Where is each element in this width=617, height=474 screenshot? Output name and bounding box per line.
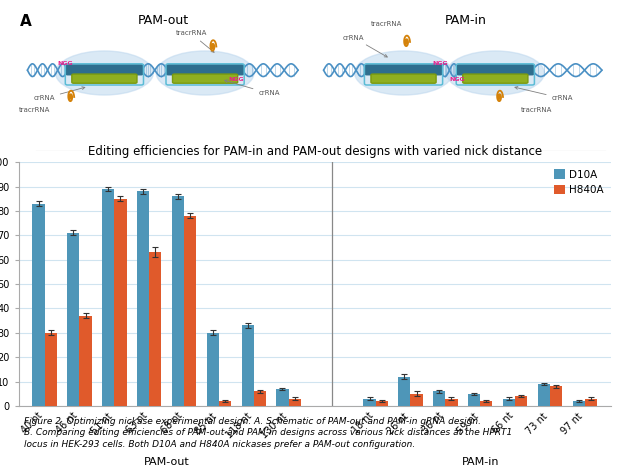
- FancyBboxPatch shape: [371, 74, 436, 83]
- Bar: [480, 401, 492, 406]
- Text: PAM-in: PAM-in: [462, 457, 499, 467]
- Bar: [219, 401, 231, 406]
- Bar: [376, 401, 388, 406]
- Bar: [137, 191, 149, 406]
- Text: Figure 2. Optimizing nickase experimental design. A. Schematic of PAM-out and PA: Figure 2. Optimizing nickase experimenta…: [25, 417, 513, 449]
- Text: crRNA: crRNA: [33, 87, 85, 101]
- Bar: [114, 199, 126, 406]
- Bar: [67, 233, 80, 406]
- Bar: [241, 326, 254, 406]
- FancyBboxPatch shape: [72, 74, 137, 83]
- Text: crRNA: crRNA: [515, 87, 573, 101]
- Bar: [410, 394, 423, 406]
- Bar: [550, 386, 562, 406]
- Text: crRNA: crRNA: [343, 35, 387, 57]
- Bar: [515, 396, 527, 406]
- Bar: [289, 399, 300, 406]
- Text: PAM-out: PAM-out: [144, 457, 189, 467]
- Bar: [33, 204, 44, 406]
- Bar: [276, 389, 289, 406]
- Text: tracrRNA: tracrRNA: [19, 107, 50, 113]
- Bar: [44, 333, 57, 406]
- Ellipse shape: [156, 51, 254, 95]
- Bar: [445, 399, 458, 406]
- Bar: [399, 377, 410, 406]
- Text: NGG: NGG: [229, 77, 244, 82]
- Bar: [573, 401, 585, 406]
- Ellipse shape: [56, 51, 153, 95]
- Text: tracrRNA: tracrRNA: [175, 30, 214, 52]
- Text: NGG: NGG: [450, 77, 465, 82]
- Bar: [102, 189, 114, 406]
- Bar: [254, 392, 266, 406]
- Bar: [503, 399, 515, 406]
- Bar: [363, 399, 376, 406]
- FancyBboxPatch shape: [167, 65, 244, 75]
- Text: crRNA: crRNA: [225, 80, 280, 97]
- Bar: [184, 216, 196, 406]
- Bar: [149, 252, 162, 406]
- Ellipse shape: [355, 51, 452, 95]
- Bar: [585, 399, 597, 406]
- Bar: [207, 333, 219, 406]
- Bar: [433, 392, 445, 406]
- FancyBboxPatch shape: [365, 65, 442, 75]
- Bar: [172, 196, 184, 406]
- FancyBboxPatch shape: [173, 74, 238, 83]
- Bar: [80, 316, 92, 406]
- Bar: [468, 394, 480, 406]
- FancyBboxPatch shape: [66, 65, 143, 75]
- Text: NGG: NGG: [57, 61, 73, 65]
- Text: tracrRNA: tracrRNA: [521, 107, 552, 113]
- Bar: [537, 384, 550, 406]
- Text: PAM-in: PAM-in: [445, 14, 487, 27]
- Text: NGG: NGG: [432, 61, 447, 65]
- Text: A: A: [20, 14, 31, 29]
- Title: Editing efficiencies for PAM-in and PAM-out designs with varied nick distance: Editing efficiencies for PAM-in and PAM-…: [88, 145, 542, 158]
- Legend: D10A, H840A: D10A, H840A: [552, 167, 606, 197]
- FancyBboxPatch shape: [463, 74, 528, 83]
- FancyBboxPatch shape: [457, 65, 534, 75]
- Text: PAM-out: PAM-out: [138, 14, 189, 27]
- Text: tracrRNA: tracrRNA: [371, 21, 402, 27]
- Ellipse shape: [447, 51, 544, 95]
